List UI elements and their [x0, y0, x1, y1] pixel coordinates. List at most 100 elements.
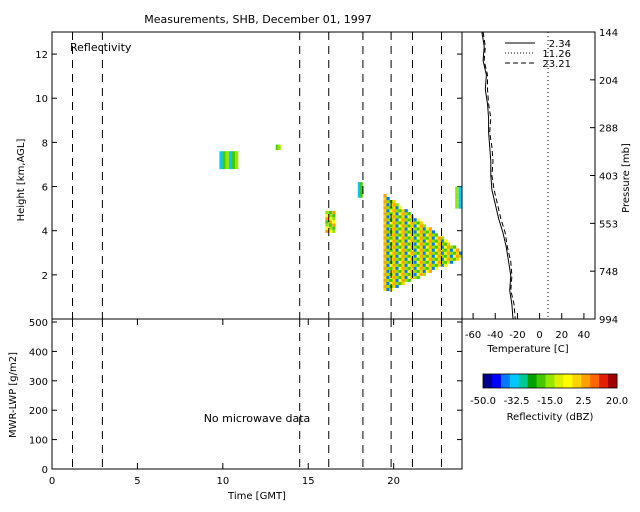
echo-pixel	[395, 242, 399, 246]
echo-pixel	[431, 260, 435, 264]
colorbar-cell	[581, 374, 591, 388]
echo-pixel	[383, 212, 387, 216]
echo-pixel	[231, 162, 236, 167]
chart-title: Measurements, SHB, December 01, 1997	[144, 13, 372, 26]
echo-pixel	[422, 254, 426, 258]
echo-pixel	[419, 233, 423, 237]
echo-pixel	[401, 215, 405, 219]
echo-pixel	[404, 209, 408, 213]
echo-pixel	[404, 242, 408, 246]
echo-pixel	[431, 242, 435, 246]
colorbar-cell	[590, 374, 600, 388]
echo-pixel	[410, 263, 414, 267]
echo-pixel	[425, 266, 429, 270]
echo-patch	[455, 186, 462, 209]
echo-pixel	[383, 215, 387, 219]
echo-pixel	[455, 251, 460, 255]
echo-pixel	[422, 257, 426, 261]
colorbar-tick-label: 2.5	[576, 396, 592, 407]
lwp-tick-label: 400	[29, 347, 48, 358]
echo-pixel	[219, 154, 223, 158]
echo-pixel	[386, 215, 390, 219]
lwp-tick-label: 200	[29, 406, 48, 417]
echo-pixel	[398, 227, 402, 231]
echo-pixel	[440, 254, 445, 258]
echo-pixel	[455, 196, 459, 200]
echo-pixel	[386, 233, 390, 237]
echo-pixel	[434, 248, 438, 252]
echo-pixel	[419, 260, 423, 264]
echo-pixel	[325, 229, 329, 233]
echo-pixel	[416, 239, 420, 243]
echo-pixel	[434, 239, 438, 243]
echo-pixel	[395, 269, 399, 273]
echo-pixel	[443, 263, 448, 267]
echo-pixel	[392, 257, 396, 261]
echo-pixel	[275, 144, 279, 148]
echo-pixel	[440, 242, 445, 246]
time-tick-label: 5	[134, 476, 140, 487]
echo-pixel	[357, 194, 361, 198]
echo-pixel	[383, 233, 387, 237]
echo-pixel	[407, 278, 411, 282]
echo-pixel	[407, 221, 411, 225]
echo-pixel	[228, 151, 233, 155]
echo-pixel	[404, 254, 408, 258]
echo-pixel	[419, 263, 423, 267]
echo-pixel	[225, 154, 229, 158]
echo-pixel	[325, 217, 329, 221]
echo-pixel	[422, 224, 426, 228]
echo-pixel	[407, 230, 411, 234]
echo-pixel	[419, 254, 423, 258]
echo-pixel	[392, 212, 396, 216]
echo-pixel	[449, 248, 454, 252]
echo-pixel	[392, 248, 396, 252]
echo-pixel	[359, 182, 363, 186]
echo-pixel	[416, 272, 420, 276]
echo-pixel	[419, 224, 423, 228]
echo-pixel	[404, 239, 408, 243]
echo-pixel	[225, 151, 229, 155]
echo-pixel	[383, 251, 387, 255]
temperature-profile-solid	[481, 31, 514, 320]
echo-pixel	[398, 278, 402, 282]
echo-pixel	[383, 275, 387, 279]
echo-pixel	[413, 227, 417, 231]
echo-pixel	[383, 281, 387, 285]
echo-pixel	[328, 226, 332, 230]
echo-pixel	[425, 236, 429, 240]
temperature-profile-dashed	[482, 31, 516, 320]
legend-label: 23.21	[542, 59, 571, 70]
echo-pixel	[386, 209, 390, 213]
echo-pixel	[386, 227, 390, 231]
echo-pixel	[431, 263, 435, 267]
echo-pixel	[395, 230, 399, 234]
echo-pixel	[231, 157, 236, 161]
echo-pixel	[410, 266, 414, 270]
echo-pixel	[359, 191, 363, 195]
echo-pixel	[392, 203, 396, 207]
echo-pixel	[428, 230, 432, 234]
echo-pixel	[443, 260, 448, 264]
echo-pixel	[446, 260, 451, 264]
echo-pixel	[395, 215, 399, 219]
echo-pixel	[449, 251, 454, 255]
echo-pixel	[434, 263, 438, 267]
echo-pixel	[416, 236, 420, 240]
echo-pixel	[419, 266, 423, 270]
echo-pixel	[455, 248, 460, 252]
colorbar-cell	[518, 374, 529, 388]
echo-pixel	[383, 272, 387, 276]
echo-pixel	[455, 202, 459, 206]
echo-pixel	[332, 220, 336, 224]
echo-pixel	[398, 257, 402, 261]
echo-pixel	[392, 266, 396, 270]
echo-pixel	[407, 257, 411, 261]
echo-pixel	[437, 251, 442, 255]
echo-pixel	[328, 223, 332, 227]
echo-pixel	[443, 245, 448, 249]
echo-pixel	[434, 233, 438, 237]
echo-pixel	[428, 236, 432, 240]
echo-pixel	[328, 213, 332, 218]
